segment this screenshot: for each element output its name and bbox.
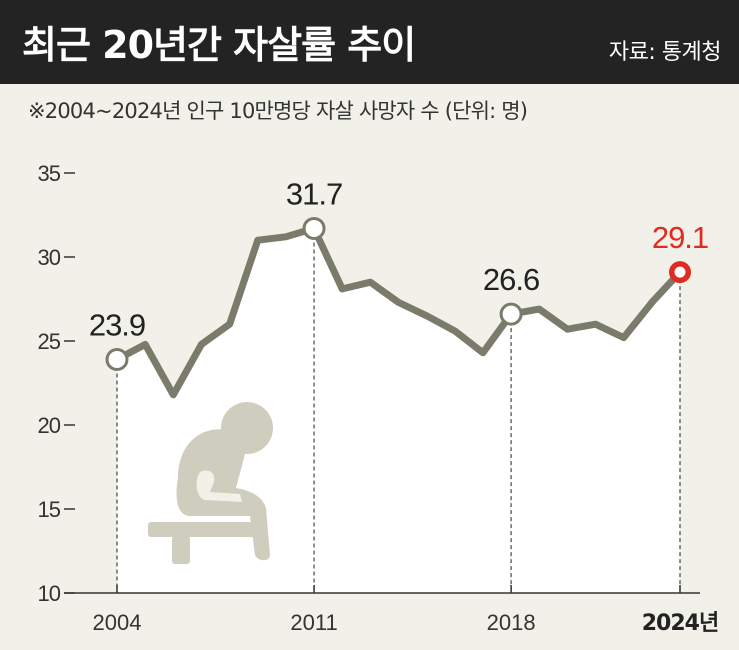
- x-tick-label: 2024년: [642, 611, 718, 636]
- x-tick-label: 2011: [290, 610, 337, 635]
- data-label: 23.9: [89, 307, 145, 342]
- x-tick-label: 2004: [93, 610, 142, 635]
- data-point: [302, 216, 326, 240]
- data-label: 26.6: [483, 262, 539, 297]
- x-axis: 2004 2011 2018 2024년: [64, 585, 719, 636]
- data-label-highlight: 29.1: [652, 220, 708, 255]
- sitting-person-icon: [148, 402, 273, 564]
- y-tick-label: 20: [38, 413, 61, 438]
- guide-lines: [116, 228, 681, 593]
- area-fill: [117, 228, 680, 593]
- x-tick-label: 2018: [487, 610, 536, 635]
- y-tick-label: 35: [38, 161, 61, 186]
- y-tick-label: 25: [38, 329, 61, 354]
- title-bar: 최근 20년간 자살률 추이 자료: 통계청: [0, 0, 739, 84]
- y-axis: 35 30 25 20 15 10: [38, 161, 75, 606]
- labeled-points: 23.9 31.7 26.6 29.1: [89, 176, 709, 371]
- y-tick-label: 30: [38, 245, 61, 270]
- data-point: [105, 347, 129, 371]
- data-label: 31.7: [286, 176, 342, 211]
- y-tick-label: 10: [38, 581, 61, 606]
- y-tick-label: 15: [38, 497, 61, 522]
- highlight-point: [674, 266, 686, 278]
- source-label: 자료: 통계청: [608, 40, 722, 65]
- data-point: [499, 302, 523, 326]
- chart-subtitle: ※2004~2024년 인구 10만명당 자살 사망자 수 (단위: 명): [28, 99, 528, 123]
- series-line: [113, 224, 684, 399]
- chart-title: 최근 20년간 자살률 추이: [22, 23, 416, 67]
